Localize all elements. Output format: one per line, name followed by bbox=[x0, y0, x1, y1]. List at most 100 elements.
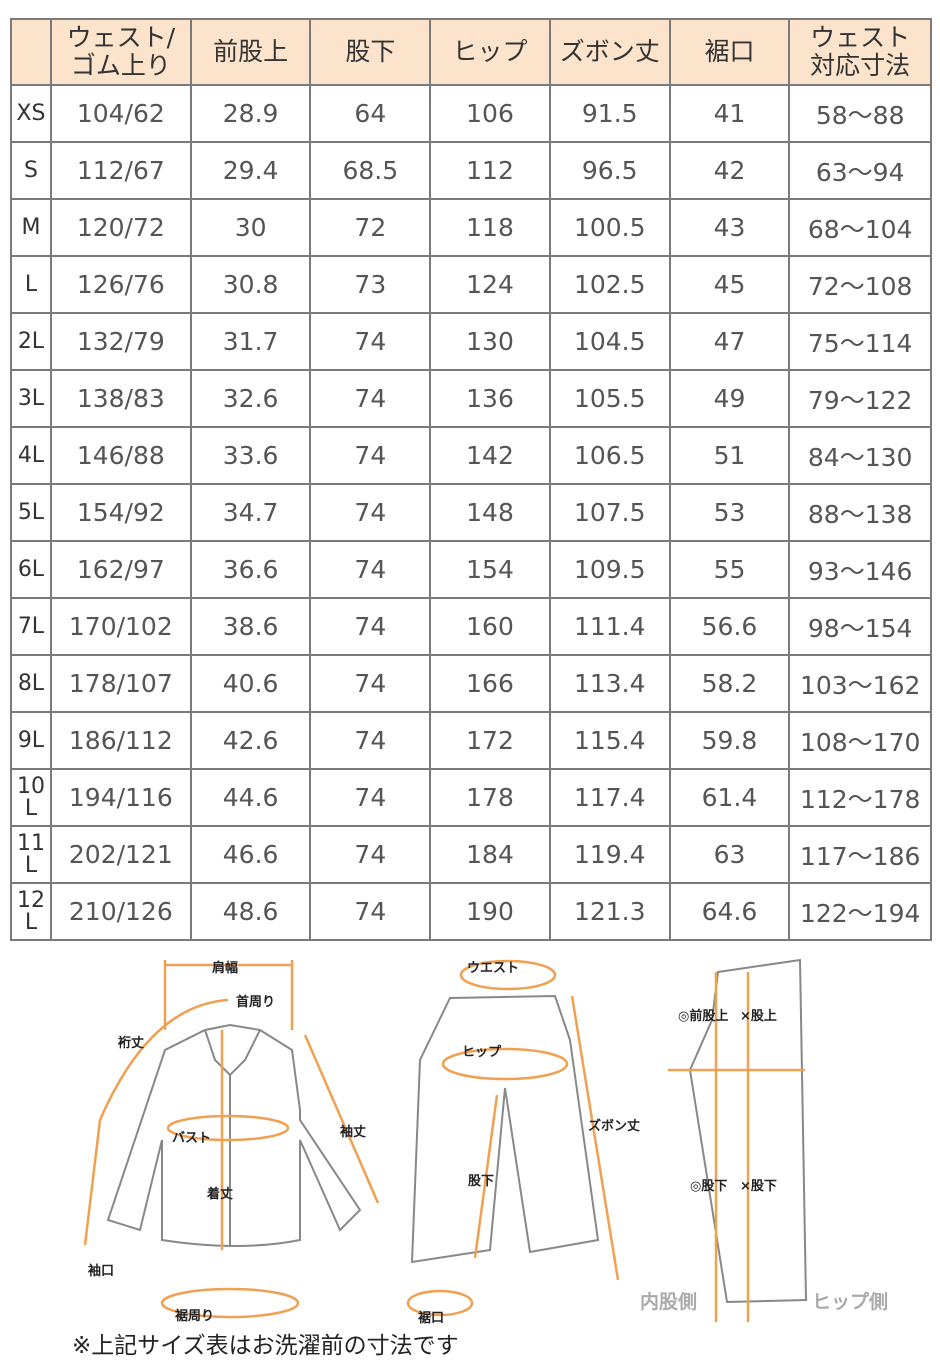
table-cell: 44.6 bbox=[189, 768, 312, 827]
table-row: 6L 162/97 36.6 74 154 109.5 55 93～146 bbox=[10, 540, 932, 599]
table-cell: 40.6 bbox=[189, 654, 312, 713]
table-cell: 146/88 bbox=[49, 426, 192, 485]
table-cell: 170/102 bbox=[49, 597, 192, 656]
table-cell: 130 bbox=[429, 312, 551, 371]
column-header: ウェスト/ ゴム上り bbox=[49, 18, 192, 86]
label-cuff: 袖口 bbox=[88, 1263, 114, 1279]
size-label: 4L bbox=[10, 426, 52, 485]
size-label: 11L bbox=[10, 825, 52, 884]
table-cell: 136 bbox=[429, 369, 551, 428]
table-cell: 74 bbox=[309, 483, 432, 542]
table-cell: 64.6 bbox=[668, 882, 791, 941]
column-header: 股下 bbox=[309, 18, 432, 86]
measurement-diagram: 肩幅 首周り 裄丈 袖丈 バスト 着丈 袖口 裾周り ウエスト ヒップ 股下 ズ… bbox=[83, 958, 888, 1326]
table-row: M 120/72 30 72 118 100.5 43 68～104 bbox=[10, 198, 932, 257]
table-cell: 46.6 bbox=[189, 825, 312, 884]
table-cell: 30 bbox=[189, 198, 312, 257]
shirt-drawing bbox=[106, 1023, 362, 1247]
column-header: ヒップ bbox=[429, 18, 551, 86]
table-cell: 31.7 bbox=[189, 312, 312, 371]
size-label: S bbox=[10, 141, 52, 200]
label-inner-side: 内股側 bbox=[640, 1290, 697, 1313]
table-cell: 160 bbox=[429, 597, 551, 656]
size-label: 6L bbox=[10, 540, 52, 599]
size-label: 8L bbox=[10, 654, 52, 713]
measure-lines bbox=[83, 959, 805, 1322]
table-cell: 74 bbox=[309, 540, 432, 599]
table-cell: 202/121 bbox=[49, 825, 192, 884]
size-label: 3L bbox=[10, 369, 52, 428]
table-cell: 91.5 bbox=[548, 84, 671, 143]
table-cell: 74 bbox=[309, 369, 432, 428]
label-hip-side: ヒップ側 bbox=[812, 1290, 888, 1313]
table-cell: 68～104 bbox=[788, 198, 932, 257]
size-label: 10L bbox=[10, 768, 52, 827]
label-rise-bad: ×股上 bbox=[740, 1009, 777, 1024]
table-cell: 142 bbox=[429, 426, 551, 485]
table-cell: 64 bbox=[309, 84, 432, 143]
table-cell: 184 bbox=[429, 825, 551, 884]
table-cell: 68.5 bbox=[309, 141, 432, 200]
table-cell: 55 bbox=[668, 540, 791, 599]
table-cell: 53 bbox=[668, 483, 791, 542]
size-label: L bbox=[10, 255, 52, 314]
label-shoulder: 肩幅 bbox=[212, 960, 238, 976]
table-cell: 109.5 bbox=[548, 540, 671, 599]
table-cell: 49 bbox=[668, 369, 791, 428]
table-row: 9L 186/112 42.6 74 172 115.4 59.8 108～170 bbox=[10, 711, 932, 770]
table-cell: 74 bbox=[309, 711, 432, 770]
table-cell: 59.8 bbox=[668, 711, 791, 770]
table-cell: 45 bbox=[668, 255, 791, 314]
table-cell: 103～162 bbox=[788, 654, 932, 713]
label-pants-hem: 裾口 bbox=[418, 1310, 444, 1326]
table-cell: 154 bbox=[429, 540, 551, 599]
table-cell: 74 bbox=[309, 597, 432, 656]
table-cell: 56.6 bbox=[668, 597, 791, 656]
table-cell: 72～108 bbox=[788, 255, 932, 314]
table-cell: 178/107 bbox=[49, 654, 192, 713]
table-cell: 73 bbox=[309, 255, 432, 314]
table-cell: 190 bbox=[429, 882, 551, 941]
table-cell: 74 bbox=[309, 825, 432, 884]
label-inseam-bad: ×股下 bbox=[740, 1179, 777, 1194]
table-cell: 96.5 bbox=[548, 141, 671, 200]
column-header bbox=[10, 18, 52, 86]
table-cell: 88～138 bbox=[788, 483, 932, 542]
table-cell: 74 bbox=[309, 768, 432, 827]
label-pants-length: ズボン丈 bbox=[588, 1118, 640, 1134]
table-cell: 28.9 bbox=[189, 84, 312, 143]
table-cell: 74 bbox=[309, 882, 432, 941]
table-cell: 107.5 bbox=[548, 483, 671, 542]
table-cell: 98～154 bbox=[788, 597, 932, 656]
label-hem: 裾周り bbox=[175, 1308, 214, 1324]
table-cell: 166 bbox=[429, 654, 551, 713]
table-row: 5L 154/92 34.7 74 148 107.5 53 88～138 bbox=[10, 483, 932, 542]
table-cell: 120/72 bbox=[49, 198, 192, 257]
table-cell: 104/62 bbox=[49, 84, 192, 143]
label-hip: ヒップ bbox=[462, 1045, 502, 1060]
table-cell: 132/79 bbox=[49, 312, 192, 371]
table-cell: 74 bbox=[309, 654, 432, 713]
size-label: 9L bbox=[10, 711, 52, 770]
size-label: XS bbox=[10, 84, 52, 143]
table-cell: 111.4 bbox=[548, 597, 671, 656]
table-cell: 104.5 bbox=[548, 312, 671, 371]
table-cell: 126/76 bbox=[49, 255, 192, 314]
table-cell: 79～122 bbox=[788, 369, 932, 428]
table-cell: 74 bbox=[309, 312, 432, 371]
table-cell: 118 bbox=[429, 198, 551, 257]
table-cell: 106 bbox=[429, 84, 551, 143]
table-cell: 154/92 bbox=[49, 483, 192, 542]
table-cell: 121.3 bbox=[548, 882, 671, 941]
table-cell: 124 bbox=[429, 255, 551, 314]
size-table: ウェスト/ ゴム上り 前股上 股下 ヒップ ズボン丈 裾口 ウェスト 対応寸法 XS 104/… bbox=[10, 18, 932, 941]
table-cell: 178 bbox=[429, 768, 551, 827]
table-cell: 30.8 bbox=[189, 255, 312, 314]
table-cell: 119.4 bbox=[548, 825, 671, 884]
table-cell: 93～146 bbox=[788, 540, 932, 599]
column-header: 裾口 bbox=[668, 18, 791, 86]
column-header: 前股上 bbox=[189, 18, 312, 86]
table-cell: 148 bbox=[429, 483, 551, 542]
table-cell: 138/83 bbox=[49, 369, 192, 428]
label-inseam: 股下 bbox=[468, 1174, 494, 1189]
